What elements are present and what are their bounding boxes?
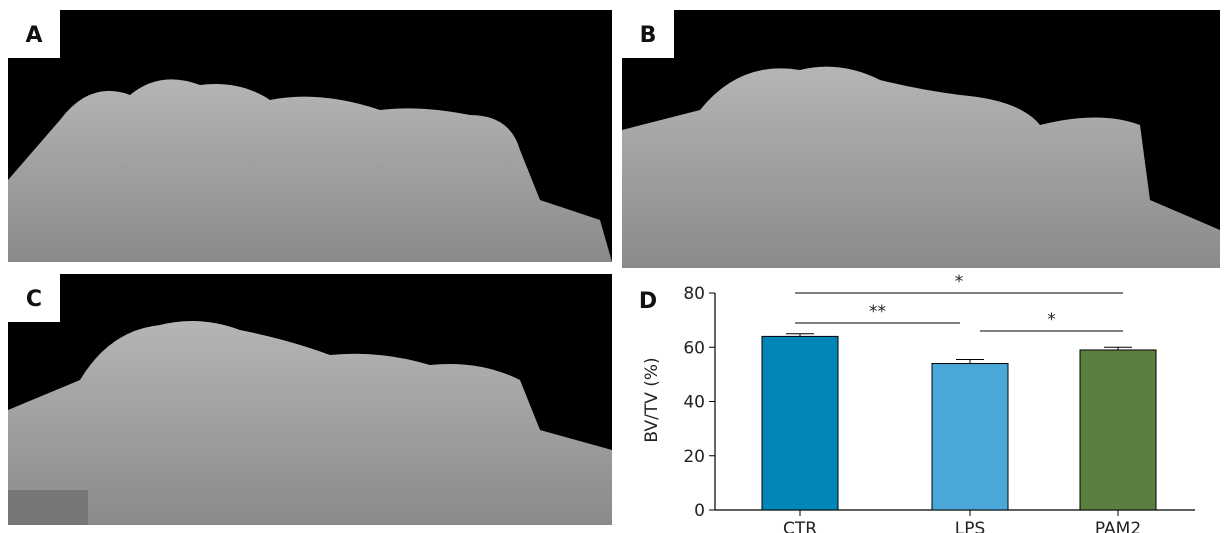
y-tick-label: 40 <box>683 393 705 413</box>
figure: A B C D BV/TV (%) 020406080CTRLPSPAM2***… <box>0 0 1226 533</box>
y-tick-label: 20 <box>683 447 705 467</box>
x-tick-label: PAM2 <box>1095 519 1141 533</box>
y-axis-label: BV/TV (%) <box>642 357 662 442</box>
image-b <box>622 10 1220 268</box>
x-tick-label: CTR <box>783 519 817 533</box>
significance-label: * <box>955 272 964 292</box>
y-tick-label: 80 <box>683 284 705 304</box>
significance-label: * <box>1047 310 1056 330</box>
bar <box>932 364 1008 510</box>
bar <box>1080 350 1156 510</box>
x-tick-label: LPS <box>955 519 986 533</box>
panel-label: C <box>26 287 42 312</box>
y-tick-label: 60 <box>683 338 705 358</box>
panel-label: A <box>25 23 42 48</box>
panel-label: D <box>639 289 657 314</box>
panel-label: B <box>640 23 657 48</box>
y-tick-label: 0 <box>694 501 705 521</box>
error-bar <box>956 359 984 363</box>
bar <box>762 336 838 510</box>
significance-label: ** <box>869 302 886 322</box>
image-a <box>8 10 612 262</box>
image-c <box>8 274 612 525</box>
